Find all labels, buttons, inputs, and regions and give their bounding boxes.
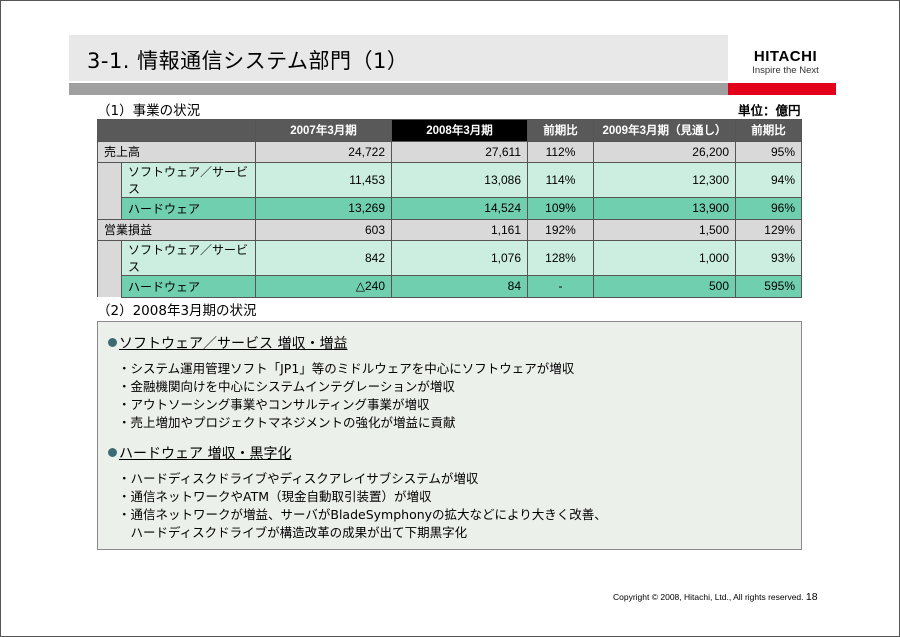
- row-label: 売上高: [97, 140, 256, 163]
- cell: 1,161: [391, 218, 528, 241]
- indent-cell: [97, 275, 122, 297]
- row-label: ハードウェア: [121, 197, 256, 220]
- table-row: ソフトウェア／サービス 11,453 13,086 114% 12,300 94…: [97, 162, 802, 198]
- block-heading-software: ソフトウェア／サービス 増収・増益: [108, 333, 347, 353]
- cell: 24,722: [255, 140, 392, 163]
- cell: 13,269: [255, 197, 392, 220]
- cell: 84: [391, 275, 528, 298]
- list-item: ・システム運用管理ソフト「JP1」等のミドルウェアを中心にソフトウェアが増収: [118, 361, 575, 376]
- list-item: ・アウトソーシング事業やコンサルティング事業が増収: [118, 397, 430, 412]
- table-row: 営業損益 603 1,161 192% 1,500 129%: [97, 218, 802, 241]
- list-item: ・金融機関向けを中心にシステムインテグレーションが増収: [118, 379, 455, 394]
- cell: △240: [255, 275, 392, 298]
- header-bar-red: [728, 83, 836, 95]
- cell: 96%: [735, 197, 802, 220]
- title-band: [69, 35, 728, 81]
- unit-label: 単位：億円: [738, 103, 801, 118]
- cell: 595%: [735, 275, 802, 298]
- cell: 27,611: [391, 140, 528, 163]
- list-item: ハードディスクドライブが構造改革の成果が出て下期黒字化: [118, 525, 468, 540]
- row-label: ソフトウェア／サービス: [121, 162, 256, 198]
- row-label: ハードウェア: [121, 275, 256, 298]
- status-box: ソフトウェア／サービス 増収・増益 ・システム運用管理ソフト「JP1」等のミドル…: [97, 321, 802, 550]
- header-blank: [97, 119, 256, 142]
- indent-cell: [97, 240, 122, 276]
- header-fy2008: 2008年3月期: [391, 119, 528, 142]
- block-title: ハードウェア 増収・黒字化: [119, 446, 292, 462]
- bullet-dot-icon: [108, 448, 117, 457]
- cell: 12,300: [593, 162, 736, 198]
- list-item: ・通信ネットワークやATM（現金自動取引装置）が増収: [118, 489, 432, 504]
- table-header-row: 2007年3月期 2008年3月期 前期比 2009年3月期（見通し） 前期比: [97, 119, 802, 142]
- cell: 26,200: [593, 140, 736, 163]
- table-row: ソフトウェア／サービス 842 1,076 128% 1,000 93%: [97, 240, 802, 276]
- block-heading-hardware: ハードウェア 増収・黒字化: [108, 443, 291, 463]
- slide-title: 3-1. 情報通信システム部門（1）: [87, 49, 409, 73]
- cell: 1,500: [593, 218, 736, 241]
- block-title: ソフトウェア／サービス 増収・増益: [119, 336, 348, 352]
- section2-heading: （2）2008年3月期の状況: [97, 303, 257, 319]
- list-item: ・通信ネットワークが増益、サーバがBladeSymphonyの拡大などにより大き…: [118, 507, 607, 522]
- cell: 192%: [527, 218, 594, 241]
- footer: Copyright © 2008, Hitachi, Ltd., All rig…: [613, 591, 818, 603]
- row-label: 営業損益: [97, 218, 256, 241]
- cell: 112%: [527, 140, 594, 163]
- header-fy2009-forecast: 2009年3月期（見通し）: [593, 119, 736, 142]
- indent-cell: [97, 197, 122, 219]
- cell: 114%: [527, 162, 594, 198]
- cell: 109%: [527, 197, 594, 220]
- logo-tagline: Inspire the Next: [752, 65, 819, 76]
- cell: 500: [593, 275, 736, 298]
- logo-brand: HITACHI: [753, 48, 818, 65]
- cell: 842: [255, 240, 392, 276]
- cell: 94%: [735, 162, 802, 198]
- page-number: 18: [805, 591, 818, 603]
- row-label: ソフトウェア／サービス: [121, 240, 256, 276]
- cell: 14,524: [391, 197, 528, 220]
- cell: 129%: [735, 218, 802, 241]
- cell: -: [527, 275, 594, 298]
- header-yoy-2: 前期比: [735, 119, 802, 142]
- cell: 603: [255, 218, 392, 241]
- table-row: ハードウェア 13,269 14,524 109% 13,900 96%: [97, 197, 802, 220]
- hitachi-logo: HITACHI Inspire the Next: [743, 48, 828, 77]
- cell: 95%: [735, 140, 802, 163]
- list-item: ・売上増加やプロジェクトマネジメントの強化が増益に貢献: [118, 415, 456, 430]
- cell: 13,086: [391, 162, 528, 198]
- header-fy2007: 2007年3月期: [255, 119, 392, 142]
- table-row: ハードウェア △240 84 - 500 595%: [97, 275, 802, 298]
- section1-heading: （1）事業の状況: [97, 103, 201, 119]
- table-row: 売上高 24,722 27,611 112% 26,200 95%: [97, 140, 802, 163]
- business-table: 2007年3月期 2008年3月期 前期比 2009年3月期（見通し） 前期比 …: [97, 119, 802, 298]
- cell: 1,076: [391, 240, 528, 276]
- header-yoy-1: 前期比: [527, 119, 594, 142]
- cell: 93%: [735, 240, 802, 276]
- copyright-text: Copyright © 2008, Hitachi, Ltd., All rig…: [613, 592, 804, 602]
- cell: 1,000: [593, 240, 736, 276]
- bullet-dot-icon: [108, 338, 117, 347]
- cell: 11,453: [255, 162, 392, 198]
- header-bar-gray: [69, 83, 728, 95]
- indent-cell: [97, 162, 122, 198]
- cell: 13,900: [593, 197, 736, 220]
- cell: 128%: [527, 240, 594, 276]
- list-item: ・ハードディスクドライブやディスクアレイサブシステムが増収: [118, 471, 479, 486]
